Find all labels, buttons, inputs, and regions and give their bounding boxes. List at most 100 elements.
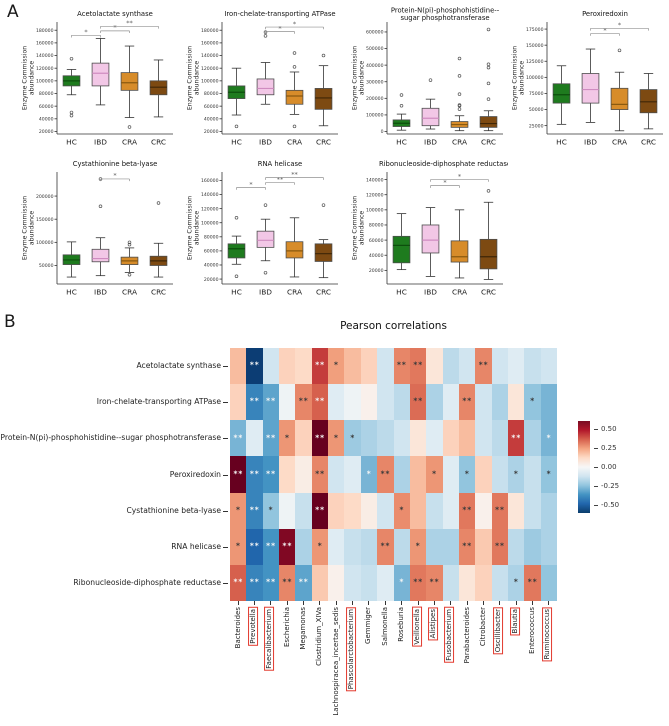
significance-asterisk: *: [235, 541, 241, 551]
svg-text:IBD: IBD: [94, 288, 107, 297]
significance-asterisk: **: [413, 396, 424, 406]
svg-text:*: *: [113, 24, 117, 32]
svg-text:500000: 500000: [366, 46, 384, 52]
svg-text:160000: 160000: [36, 41, 54, 47]
svg-text:CRA: CRA: [287, 288, 302, 297]
svg-text:IBD: IBD: [259, 138, 272, 147]
colorbar-tick-label: -0.50: [601, 501, 620, 510]
significance-asterisk: **: [380, 541, 391, 551]
colorbar-tick: [594, 486, 598, 488]
svg-text:CRC: CRC: [481, 288, 496, 297]
svg-text:125000: 125000: [526, 59, 544, 65]
svg-text:*: *: [84, 28, 88, 36]
svg-text:120000: 120000: [201, 66, 219, 72]
boxplot-peroxiredoxin: Peroxiredoxin 25000 50000 75000 100000 125000…: [510, 6, 668, 156]
column-tick: [384, 601, 386, 605]
heatmap-cell: [507, 348, 525, 385]
heatmap-cell: *: [279, 420, 296, 457]
boxplot-svg: Protein-N(pi)-phosphohistidine--sugar ph…: [352, 7, 503, 147]
heatmap-cell: **: [409, 384, 427, 421]
heatmap-cell: [475, 492, 493, 530]
heatmap-cell: [377, 384, 394, 421]
heatmap-cell: [246, 420, 264, 457]
column-tick: [450, 601, 452, 605]
significance-asterisk: *: [268, 505, 274, 515]
colorbar-tick-label: -0.25: [601, 482, 620, 491]
heatmap-cell: [540, 528, 558, 566]
svg-text:abundance: abundance: [519, 61, 526, 96]
boxplot-acetolactate-synthase: Acetolactate synthase 20000 40000 60000 8000…: [20, 6, 178, 156]
heatmap-cell: [426, 492, 444, 530]
heatmap-cell: *: [328, 348, 345, 385]
heatmap-cell: [491, 348, 509, 385]
significance-asterisk: **: [266, 396, 277, 406]
row-tick: [223, 546, 228, 548]
svg-text:Ribonucleoside-diphosphate red: Ribonucleoside-diphosphate reductase: [379, 160, 508, 168]
significance-asterisk: **: [527, 577, 538, 587]
svg-text:120000: 120000: [366, 192, 384, 198]
heatmap-cell: **: [311, 420, 329, 457]
heatmap-cell: [475, 384, 493, 421]
svg-text:40000: 40000: [204, 263, 219, 269]
heatmap-cell: **: [246, 564, 264, 602]
heatmap-cell: *: [393, 564, 411, 602]
svg-text:**: **: [126, 19, 133, 27]
svg-text:40000: 40000: [39, 117, 54, 123]
heatmap-cell: **: [246, 456, 264, 494]
significance-asterisk: **: [249, 469, 260, 479]
heatmap-cell: **: [295, 384, 313, 421]
heatmap-cell: [475, 528, 493, 566]
heatmap-cell: [540, 564, 558, 602]
heatmap-cell: [409, 456, 427, 494]
heatmap-cell: [344, 348, 362, 385]
svg-text:Enzyme Commission: Enzyme Commission: [187, 46, 194, 110]
heatmap-cell: [360, 528, 378, 566]
svg-text:CRA: CRA: [452, 138, 467, 147]
heatmap-col-label: Megamonas: [299, 607, 308, 650]
heatmap-cell: **: [458, 528, 476, 566]
svg-text:*: *: [618, 21, 622, 29]
svg-text:HC: HC: [556, 138, 567, 147]
heatmap-cell: [491, 564, 509, 602]
significance-asterisk: **: [478, 360, 489, 370]
column-tick: [466, 601, 468, 605]
heatmap-cell: [442, 456, 460, 494]
boxplot-svg: Cystathionine beta-lyase 50000 100000 15000…: [22, 160, 173, 297]
heatmap-cell: *: [344, 420, 362, 457]
column-tick: [417, 601, 419, 605]
heatmap-cell: [540, 492, 558, 530]
svg-text:20000: 20000: [204, 277, 219, 283]
boxplot-svg: Peroxiredoxin 25000 50000 75000 100000 125000…: [512, 10, 663, 147]
svg-text:Enzyme Commission: Enzyme Commission: [187, 196, 194, 260]
svg-text:75000: 75000: [529, 91, 544, 97]
heatmap-cell: **: [491, 492, 509, 530]
heatmap-cell: [540, 348, 558, 385]
significance-asterisk: **: [462, 505, 473, 515]
heatmap-col-label-highlighted: Prevotella: [248, 607, 259, 646]
column-tick: [319, 601, 321, 605]
colorbar: [578, 421, 590, 513]
svg-text:100000: 100000: [201, 79, 219, 85]
svg-text:IBD: IBD: [259, 288, 272, 297]
heatmap-col-label: Escherichia: [282, 607, 291, 648]
heatmap-row-label: Acetolactate synthase: [136, 361, 222, 371]
svg-text:100000: 100000: [36, 79, 54, 85]
heatmap-col-label: Gemmiger: [364, 607, 373, 644]
heatmap-cell: [311, 564, 329, 602]
svg-text:CRA: CRA: [122, 288, 137, 297]
heatmap-cell: **: [279, 528, 296, 566]
row-tick: [223, 438, 228, 440]
heatmap-cell: **: [377, 528, 394, 566]
significance-asterisk: *: [432, 469, 438, 479]
svg-text:abundance: abundance: [29, 211, 36, 246]
significance-asterisk: *: [350, 433, 356, 443]
svg-text:HC: HC: [231, 138, 242, 147]
heatmap-cell: [230, 348, 247, 385]
svg-text:100000: 100000: [366, 113, 384, 119]
boxplot-rna-helicase: RNA helicase 20000 40000 60000 80000 100000 12…: [185, 156, 343, 306]
svg-text:140000: 140000: [201, 53, 219, 59]
svg-text:100000: 100000: [526, 75, 544, 81]
significance-asterisk: **: [298, 396, 309, 406]
heatmap-cell: *: [426, 456, 444, 494]
significance-asterisk: *: [235, 505, 241, 515]
